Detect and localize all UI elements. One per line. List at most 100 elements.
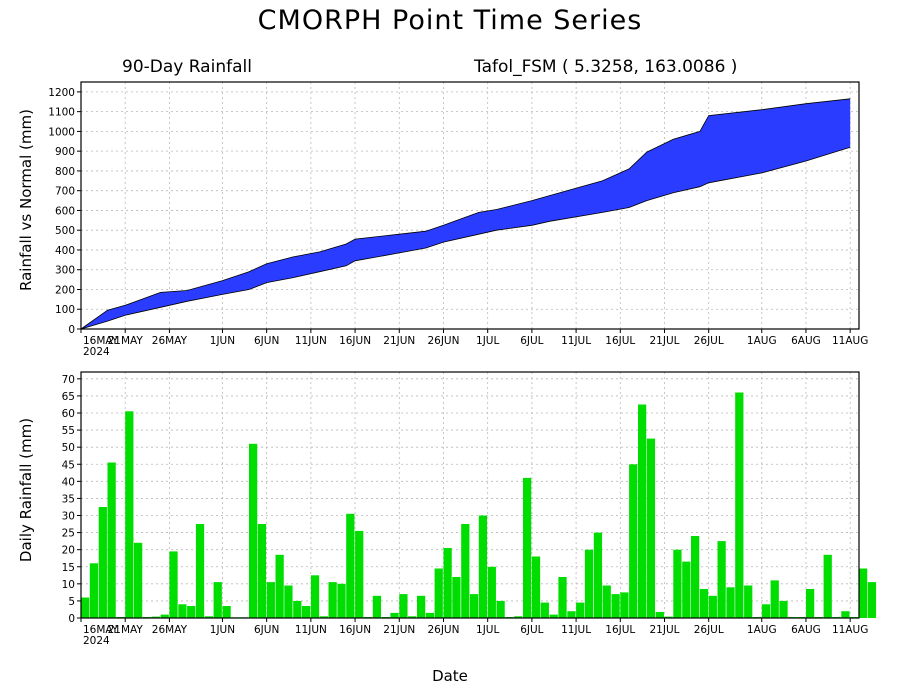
panel2-xtick-label: 21JUN xyxy=(383,624,415,636)
cumulative-area xyxy=(81,98,851,329)
daily-bar xyxy=(293,600,302,618)
daily-bar xyxy=(319,616,328,618)
daily-bar xyxy=(540,602,549,618)
daily-bar xyxy=(655,611,664,618)
daily-bar xyxy=(204,616,214,618)
daily-bar xyxy=(461,524,470,618)
panel1-ytick-label: 100 xyxy=(55,304,75,316)
daily-bar xyxy=(302,606,311,618)
panel2-ytick-label: 25 xyxy=(62,528,75,540)
daily-bar xyxy=(531,556,541,618)
panel1-ylabel: Rainfall vs Normal (mm) xyxy=(17,109,35,291)
daily-bar xyxy=(859,568,868,618)
panel2-xtick-label: 21JUL xyxy=(650,624,680,636)
daily-bar xyxy=(266,582,275,618)
panel2-xtick-label: 16JUN xyxy=(339,624,371,636)
daily-bar xyxy=(337,583,346,618)
daily-bar xyxy=(841,611,850,618)
panel2-ytick-label: 30 xyxy=(62,511,75,523)
panel2-ytick-label: 35 xyxy=(62,493,75,505)
panel1-ytick-label: 800 xyxy=(55,166,75,178)
panel1-ytick-label: 0 xyxy=(68,324,75,336)
panel1-xtick-label: 21JUN xyxy=(383,335,415,347)
daily-bar xyxy=(664,616,673,618)
panel2-ytick-label: 10 xyxy=(62,579,75,591)
daily-bar xyxy=(452,577,461,618)
daily-bar xyxy=(134,542,143,618)
panel2-xtick-label: 16JUL xyxy=(605,624,635,636)
daily-bar xyxy=(390,612,399,618)
panel2-frame xyxy=(80,371,860,619)
daily-bar xyxy=(558,577,567,618)
daily-bar xyxy=(646,438,656,618)
daily-bar xyxy=(151,616,160,618)
daily-bar xyxy=(744,585,753,618)
daily-bar xyxy=(169,551,178,618)
cumulative-lower-line xyxy=(80,146,851,330)
panel1-xtick-label: 6JUL xyxy=(520,335,543,347)
panel1-frame xyxy=(80,81,860,330)
panel2-xtick-label: 16MAY xyxy=(83,624,119,636)
panel1-xtick-label: 21MAY xyxy=(108,335,144,347)
daily-bar xyxy=(417,595,426,618)
panel2-xtick-label: 1JUL xyxy=(476,624,499,636)
panel1-xtick-label: 1JUN xyxy=(210,335,235,347)
daily-bar xyxy=(576,602,585,618)
panel2-xtick-label: 6JUL xyxy=(520,624,543,636)
panel1-ytick-label: 1000 xyxy=(48,126,75,138)
panel1-xtick-year: 2024 xyxy=(83,346,110,358)
panel1-ytick-label: 1100 xyxy=(48,107,75,119)
panel2-xtick-label: 26JUL xyxy=(694,624,724,636)
panel1-xtick-label: 11JUN xyxy=(295,335,327,347)
daily-bar xyxy=(487,566,496,619)
panel1-ytick-label: 500 xyxy=(55,225,75,237)
panel2-xtick-label: 6JUN xyxy=(254,624,279,636)
panel2-xtick-label: 11JUN xyxy=(295,624,327,636)
daily-bar xyxy=(593,532,603,618)
daily-bar xyxy=(222,606,231,618)
chart-subtitle-right: Tafol_FSM ( 5.3258, 163.0086 ) xyxy=(473,57,737,77)
panel1-ytick-label: 300 xyxy=(55,265,75,277)
daily-bar xyxy=(257,524,267,618)
panel1-ytick-label: 400 xyxy=(55,245,75,257)
panel2-ytick-label: 40 xyxy=(62,476,75,488)
daily-bar xyxy=(160,614,169,618)
daily-bar xyxy=(806,589,815,618)
daily-bar xyxy=(372,595,382,618)
daily-bar xyxy=(779,600,788,618)
panel2-ytick-label: 60 xyxy=(62,408,75,420)
panel2-ytick-label: 45 xyxy=(62,459,75,471)
daily-bar xyxy=(275,554,284,618)
daily-bar xyxy=(717,541,726,618)
daily-bar xyxy=(549,614,558,618)
panel1-xtick-label: 21JUL xyxy=(650,335,680,347)
panel1-xtick-label: 1AUG xyxy=(747,335,777,347)
panel1-xtick-label: 26JUN xyxy=(427,335,459,347)
panel2-xtick-label: 21MAY xyxy=(108,624,144,636)
panel2-ytick-label: 50 xyxy=(62,442,75,454)
panel2-xtick-year: 2024 xyxy=(83,635,110,647)
cumulative-rainfall-panel: 0 100 200 300 400 500 600 700 800 900 1000 1100 1200… xyxy=(48,81,868,358)
panel2-xtick-label: 26MAY xyxy=(152,624,188,636)
daily-bar xyxy=(178,604,187,618)
panel1-xtick-label: 11JUL xyxy=(561,335,591,347)
daily-bar xyxy=(443,548,452,618)
panel1-ytick-label: 1200 xyxy=(48,87,75,99)
x-axis-label: Date xyxy=(432,667,468,685)
daily-bar xyxy=(673,549,682,618)
daily-bar xyxy=(81,597,90,618)
daily-bar xyxy=(523,477,532,618)
daily-bar xyxy=(187,606,196,618)
panel2-ytick-label: 0 xyxy=(68,613,75,625)
daily-bar xyxy=(602,585,611,618)
panel1-ytick-label: 200 xyxy=(55,284,75,296)
panel1-xtick-label: 6JUN xyxy=(254,335,279,347)
daily-bar xyxy=(638,404,647,618)
panel1-ytick-label: 600 xyxy=(55,205,75,217)
daily-bar xyxy=(567,611,576,618)
daily-bar xyxy=(346,513,355,618)
daily-bar xyxy=(408,616,417,618)
panel1-xtick-label: 11AUG xyxy=(832,335,868,347)
panel2-ylabel: Daily Rainfall (mm) xyxy=(17,418,35,562)
